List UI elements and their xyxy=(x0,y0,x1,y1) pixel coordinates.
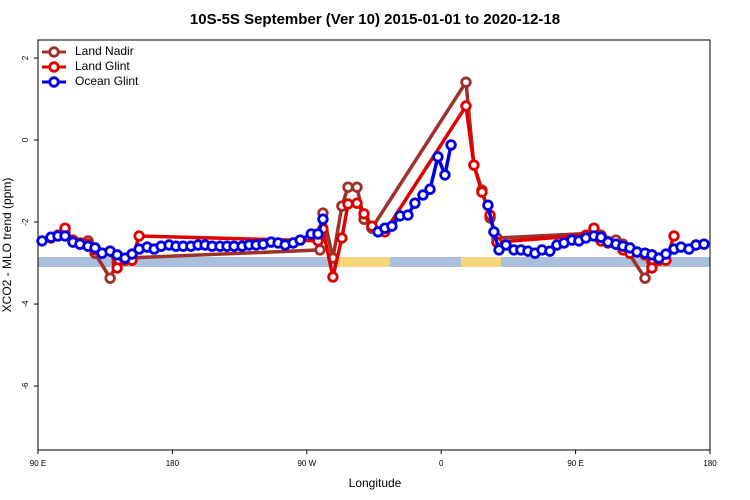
y-tick-label: -6 xyxy=(21,382,30,390)
point xyxy=(342,181,354,193)
point xyxy=(460,76,472,88)
legend-marker xyxy=(48,46,60,58)
chart-title: 10S-5S September (Ver 10) 2015-01-01 to … xyxy=(190,11,560,28)
point xyxy=(358,208,370,220)
legend-label: Ocean Glint xyxy=(75,74,139,88)
point xyxy=(342,198,354,210)
y-tick-label: 0 xyxy=(21,137,30,142)
point xyxy=(317,213,329,225)
point xyxy=(417,189,429,201)
map-strip xyxy=(38,257,710,267)
legend-label: Land Nadir xyxy=(75,44,134,58)
point xyxy=(698,238,710,250)
point xyxy=(89,242,101,254)
point xyxy=(111,262,123,274)
point xyxy=(460,100,472,112)
point xyxy=(500,239,512,251)
point xyxy=(104,272,116,284)
x-axis-label: Longitude xyxy=(349,476,402,490)
point xyxy=(468,159,480,171)
x-tick-label: 0 xyxy=(439,459,444,468)
x-tick-label: 90 E xyxy=(30,459,46,468)
point xyxy=(424,183,436,195)
land-band xyxy=(461,257,501,267)
point xyxy=(476,186,488,198)
point xyxy=(133,230,145,242)
point xyxy=(439,169,451,181)
y-tick-label: 2 xyxy=(21,55,30,60)
y-axis-label: XCO2 - MLO trend (ppm) xyxy=(0,178,14,313)
point xyxy=(445,139,457,151)
y-tick-label: -4 xyxy=(21,300,30,308)
point xyxy=(544,245,556,257)
point xyxy=(409,197,421,209)
legend-marker xyxy=(48,61,60,73)
plot-frame xyxy=(37,39,711,451)
legend-label: Land Glint xyxy=(75,59,130,73)
point xyxy=(402,209,414,221)
point xyxy=(660,248,672,260)
point xyxy=(351,197,363,209)
point xyxy=(482,199,494,211)
point xyxy=(646,262,658,274)
point xyxy=(668,230,680,242)
x-tick-label: 180 xyxy=(166,459,180,468)
point xyxy=(351,181,363,193)
point xyxy=(59,230,71,242)
x-tick-label: 90 E xyxy=(567,459,583,468)
x-tick-label: 90 W xyxy=(297,459,316,468)
point xyxy=(327,271,339,283)
point xyxy=(432,151,444,163)
point xyxy=(36,235,48,247)
point xyxy=(294,234,306,246)
y-tick-label: -2 xyxy=(21,218,30,226)
point xyxy=(314,244,326,256)
point xyxy=(488,226,500,238)
point xyxy=(336,232,348,244)
point xyxy=(386,220,398,232)
land-band xyxy=(336,257,390,267)
x-tick-label: 180 xyxy=(703,459,717,468)
point xyxy=(639,272,651,284)
point xyxy=(312,228,324,240)
legend-marker xyxy=(48,76,60,88)
